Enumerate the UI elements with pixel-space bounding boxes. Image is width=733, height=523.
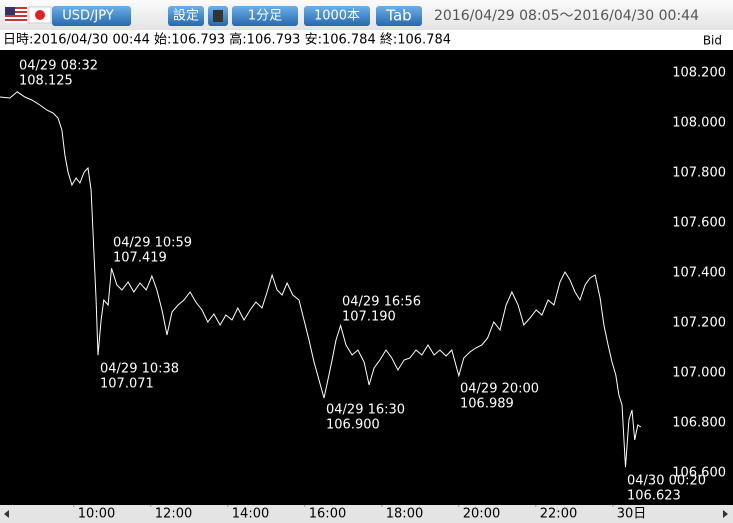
y-tick-label: 108.200 [672,66,726,81]
scrollbar[interactable] [0,505,733,523]
button-label: Tab [385,7,411,25]
settings-button[interactable] [168,6,204,26]
info-bar [0,30,733,50]
button-label: 設定 [173,8,199,24]
x-tick-label: 10:00 [78,507,115,522]
tab-button[interactable] [376,6,422,26]
annotation-price: 106.989 [460,397,514,412]
y-tick-label: 108.000 [672,116,726,131]
annotation-time: 04/29 20:00 [460,382,539,397]
trash-icon [213,10,223,22]
y-tick-label: 107.000 [672,366,726,381]
annotation-price: 106.900 [326,418,380,433]
plot-area [0,50,733,505]
y-tick-label: 107.800 [672,166,726,181]
count-button[interactable] [304,6,370,26]
y-tick-label: 107.400 [672,266,726,281]
pair-button[interactable] [52,6,131,26]
annotation-time: 04/30 00:20 [627,474,706,489]
us-flag [5,7,27,23]
scroll-left[interactable] [4,510,9,518]
annotation-time: 04/29 16:56 [342,295,421,310]
button-label: 1分足 [248,9,282,24]
button-label: 1000本 [314,9,360,24]
y-tick-label: 107.200 [672,316,726,331]
x-tick-label: 18:00 [386,507,423,522]
annotation-price: 106.623 [627,489,681,504]
period-button[interactable] [232,6,298,26]
y-tick-label: 106.800 [672,416,726,431]
annotation-price: 107.419 [113,251,167,266]
x-tick-label: 20:00 [463,507,500,522]
annotation-time: 04/29 10:59 [113,236,192,251]
pair-label: USD/JPY [62,9,114,24]
date-range: 2016/04/29 08:05～2016/04/30 00:44 [434,8,699,24]
annotation-time: 04/29 08:32 [19,59,98,74]
x-tick-label: 12:00 [155,507,192,522]
price-line [0,91,642,468]
info-text: 日時:2016/04/30 00:44 始:106.793 高:106.793 … [3,32,451,48]
annotation-price: 108.125 [19,74,73,89]
annotation-time: 04/29 10:38 [100,362,179,377]
y-tick-label: 107.600 [672,216,726,231]
annotation-price: 107.071 [100,377,154,392]
y-tick-label: 106.600 [672,466,726,481]
scroll-right[interactable] [723,510,728,518]
annotation-time: 04/29 16:30 [326,403,405,418]
y-axis-label: Bid [703,34,722,48]
jp-flag [28,6,52,24]
x-tick-label: 22:00 [540,507,577,522]
x-tick-label: 30日 [617,507,647,522]
x-tick-label: 16:00 [309,507,346,522]
x-tick-label: 14:00 [232,507,269,522]
annotation-price: 107.190 [342,310,396,325]
